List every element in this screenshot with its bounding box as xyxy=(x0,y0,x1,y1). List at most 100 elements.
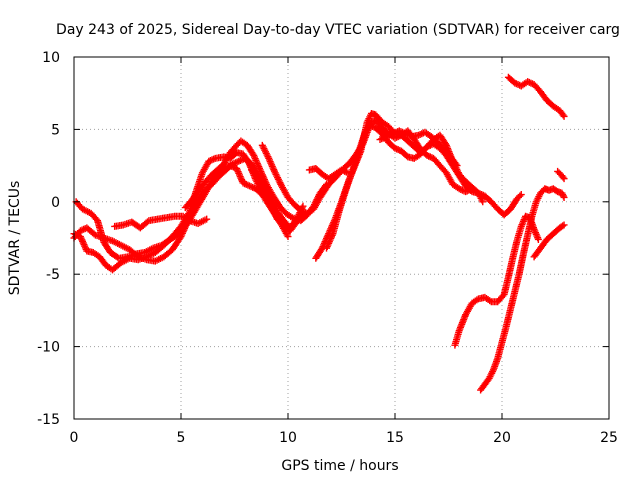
data-point xyxy=(205,157,213,165)
data-point xyxy=(378,135,386,143)
series-track-13 xyxy=(477,185,568,394)
data-point xyxy=(78,236,86,244)
x-tick-label: 5 xyxy=(177,430,186,446)
data-point xyxy=(560,193,568,201)
x-tick-label: 10 xyxy=(279,430,297,446)
data-point xyxy=(256,175,264,183)
data-point xyxy=(270,207,278,215)
axis-ticks: 0 5 10 15 20 25 -15 -10 -5 0 5 10 xyxy=(37,50,618,446)
data-point xyxy=(452,160,460,168)
data-point xyxy=(244,181,252,189)
data-point xyxy=(268,162,276,170)
data-point xyxy=(379,134,387,142)
data-point xyxy=(323,243,331,251)
x-tick-label: 25 xyxy=(600,430,618,446)
data-point xyxy=(274,174,282,182)
data-point xyxy=(233,166,241,174)
data-point xyxy=(560,175,568,183)
data-point xyxy=(233,164,241,172)
data-point xyxy=(458,186,466,194)
data-point xyxy=(260,145,268,153)
data-point xyxy=(249,183,257,191)
data-point xyxy=(255,173,263,181)
y-tick-label: 10 xyxy=(42,50,60,66)
data-point xyxy=(338,166,345,174)
data-point xyxy=(239,179,247,187)
data-point xyxy=(339,167,347,175)
data-point xyxy=(441,140,449,148)
data-point xyxy=(559,192,567,200)
series-track-15 xyxy=(504,73,568,120)
data-point xyxy=(245,182,253,190)
data-point xyxy=(203,215,211,223)
data-point xyxy=(270,166,278,174)
data-point xyxy=(395,127,403,135)
y-tick-label: 0 xyxy=(51,195,60,211)
data-point xyxy=(235,169,243,177)
data-point xyxy=(206,157,214,165)
data-point xyxy=(367,122,375,130)
data-point xyxy=(254,172,262,180)
series-track-14 xyxy=(530,221,568,261)
data-point xyxy=(386,131,394,139)
data-point xyxy=(269,164,277,172)
data-point xyxy=(323,244,331,252)
data-point xyxy=(272,170,280,178)
data-point xyxy=(382,133,390,141)
data-point xyxy=(236,173,244,181)
data-point xyxy=(228,162,236,170)
data-point xyxy=(267,201,275,209)
y-tick-label: -15 xyxy=(37,412,60,428)
data-point xyxy=(250,153,258,161)
x-tick-label: 0 xyxy=(70,430,79,446)
data-point xyxy=(250,151,258,159)
data-point xyxy=(560,221,568,229)
data-point xyxy=(426,153,434,161)
y-tick-label: 5 xyxy=(51,122,60,138)
data-point xyxy=(236,157,244,165)
data-point xyxy=(534,235,542,243)
data-point xyxy=(262,149,270,157)
data-point xyxy=(259,182,267,190)
data-point xyxy=(384,132,392,140)
data-point xyxy=(400,129,408,137)
data-point xyxy=(275,177,283,185)
data-point xyxy=(392,128,400,136)
data-point xyxy=(376,136,384,144)
data-point xyxy=(255,163,263,171)
data-point xyxy=(398,128,406,136)
data-point xyxy=(79,239,87,247)
data-point xyxy=(233,158,241,166)
data-point xyxy=(241,180,249,188)
data-point xyxy=(397,128,405,136)
series-track-5 xyxy=(111,212,211,232)
data-point xyxy=(257,168,265,176)
data-point xyxy=(559,173,567,181)
data-point xyxy=(512,80,520,88)
series-track-10 xyxy=(305,164,352,183)
y-tick-label: -10 xyxy=(37,340,60,356)
data-point xyxy=(272,212,280,220)
data-point xyxy=(252,156,260,164)
data-point xyxy=(270,167,278,175)
data-point xyxy=(251,155,259,163)
data-point xyxy=(415,131,423,139)
data-point xyxy=(234,168,242,176)
data-point xyxy=(238,176,246,184)
data-point xyxy=(527,79,535,87)
data-point xyxy=(76,227,84,235)
data-point xyxy=(261,146,269,154)
data-point xyxy=(268,204,276,212)
data-point xyxy=(267,159,275,167)
data-point xyxy=(253,160,261,168)
data-point xyxy=(560,112,568,120)
data-point xyxy=(486,297,494,305)
data-point xyxy=(266,158,274,166)
data-point xyxy=(394,146,402,154)
data-point xyxy=(559,111,567,119)
x-tick-label: 20 xyxy=(493,430,511,446)
data-point xyxy=(317,246,325,254)
data-point xyxy=(253,158,261,166)
series-track-11 xyxy=(376,127,461,170)
